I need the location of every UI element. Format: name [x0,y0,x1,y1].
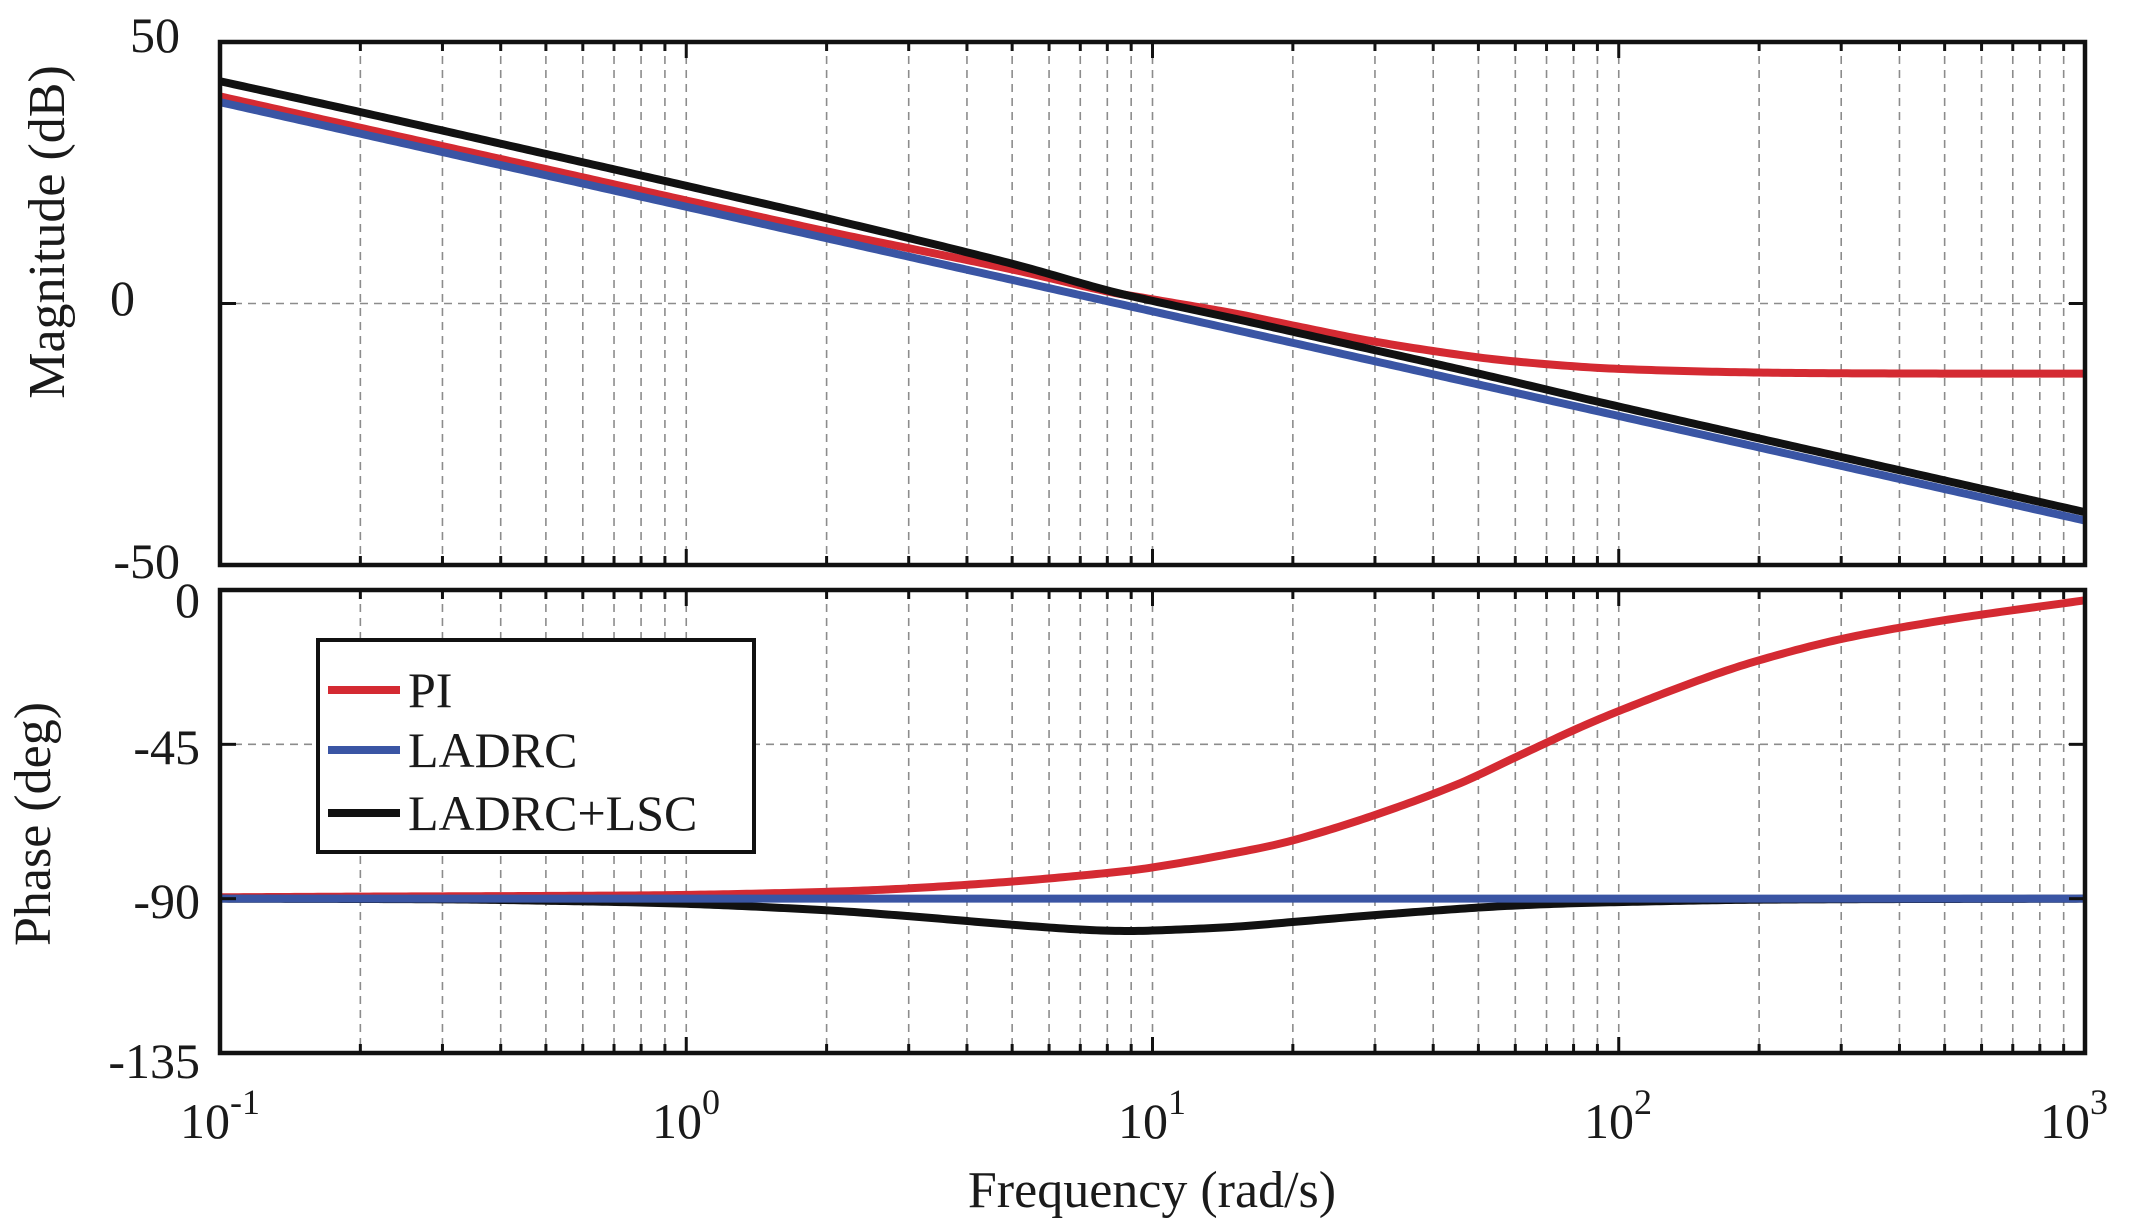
phase-y-axis-label: Phase (deg) [5,702,62,946]
x-tick-label: 102 [1584,1082,1652,1149]
magnitude-y-tick-label: -50 [113,533,180,589]
magnitude-y-tick-label: 0 [110,270,135,326]
x-tick-base: 10 [2040,1093,2090,1149]
magnitude-plot: 50 0 -50 Magnitude (dB) [19,7,2088,589]
x-axis-label: Frequency (rad/s) [968,1162,1336,1219]
x-tick-base: 10 [1584,1093,1634,1149]
x-tick-exponent: 1 [1168,1082,1186,1122]
x-tick-exponent: 3 [2090,1082,2108,1122]
x-tick-label: 101 [1118,1082,1186,1149]
x-tick-exponent: 2 [1634,1082,1652,1122]
x-tick-labels: 10-1 100 101 102 103 [180,1082,2108,1149]
magnitude-series-line-ladrc [219,98,2086,525]
magnitude-series-line-pi [219,92,2085,378]
x-tick-exponent: -1 [230,1082,260,1122]
legend-label-pi: PI [408,662,452,718]
magnitude-y-axis-label: Magnitude (dB) [19,65,76,399]
legend: PI LADRC LADRC+LSC [316,638,756,854]
x-tick-base: 10 [180,1093,230,1149]
legend-label-ladrc-lsc: LADRC+LSC [408,785,697,841]
phase-ticks [218,588,2087,1055]
magnitude-grid [220,42,2085,565]
x-tick-exponent: 0 [702,1082,720,1122]
phase-y-tick-label: -45 [133,719,200,775]
legend-label-ladrc: LADRC [408,722,577,778]
phase-y-tick-label: -135 [108,1033,200,1089]
x-tick-label: 103 [2040,1082,2108,1149]
phase-plot: 0 -45 -90 -135 Phase (deg) PI LADRC LADR… [5,572,2088,1089]
x-tick-label: 10-1 [180,1082,260,1149]
x-tick-label: 100 [652,1082,720,1149]
magnitude-series-line-ladrc-lsc [219,77,2086,517]
magnitude-series [219,77,2086,525]
x-tick-base: 10 [652,1093,702,1149]
x-tick-base: 10 [1118,1093,1168,1149]
phase-y-tick-label: 0 [175,572,200,628]
phase-y-tick-label: -90 [133,873,200,929]
magnitude-y-tick-label: 50 [130,7,180,63]
magnitude-ticks [218,40,2087,567]
phase-series [219,596,2086,935]
